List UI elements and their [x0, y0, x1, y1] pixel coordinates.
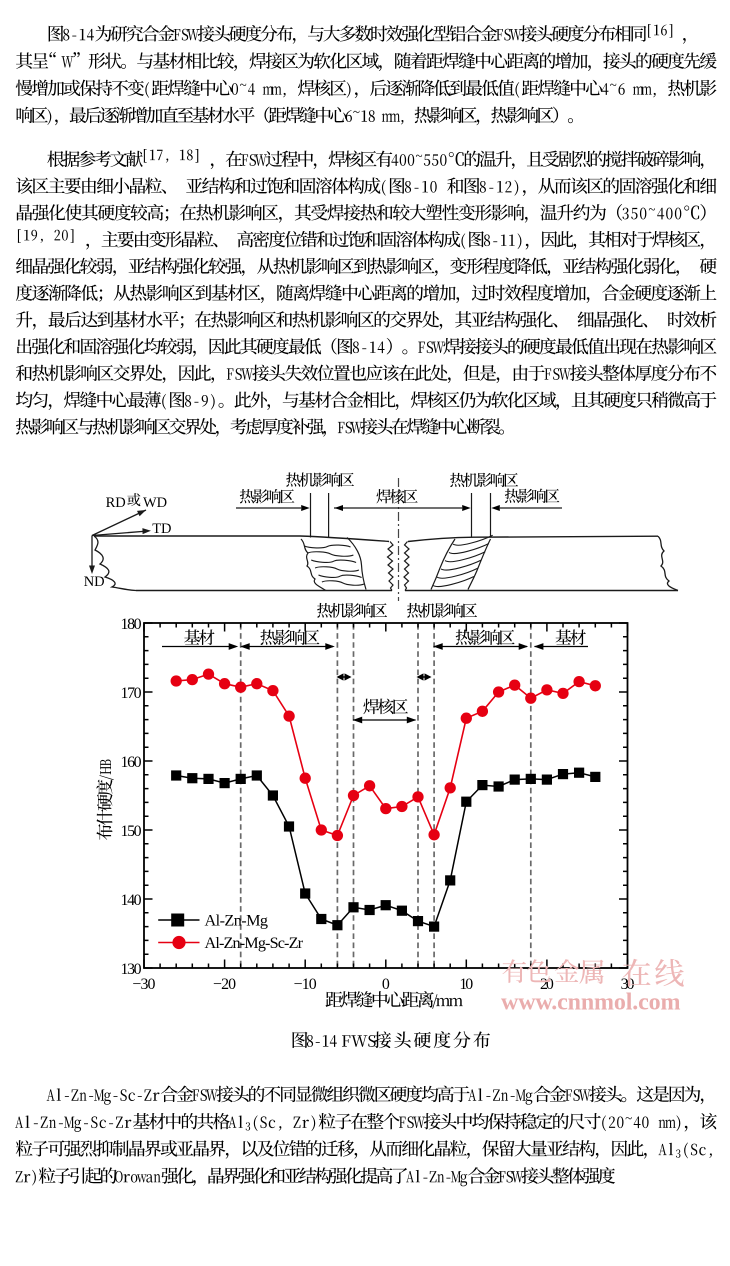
svg-text:RD: RD [106, 495, 126, 511]
svg-text:130: 130 [121, 961, 142, 978]
svg-text:TD: TD [152, 521, 171, 537]
svg-text:Al-Zn-Mg: Al-Zn-Mg [205, 912, 269, 930]
svg-text:10: 10 [459, 976, 473, 993]
svg-text:180: 180 [121, 616, 142, 633]
svg-text:30: 30 [621, 976, 635, 993]
svg-text:20: 20 [540, 976, 554, 993]
svg-text:WD: WD [143, 495, 167, 511]
svg-text:0: 0 [382, 976, 390, 993]
svg-text:www.cnnmol.com: www.cnnmol.com [501, 990, 681, 1016]
svg-text:−30: −30 [133, 976, 156, 993]
svg-text:170: 170 [121, 685, 142, 702]
svg-text:140: 140 [121, 892, 142, 909]
svg-text:Al-Zn-Mg-Sc-Zr: Al-Zn-Mg-Sc-Zr [205, 934, 304, 952]
svg-text:−10: −10 [294, 976, 317, 993]
svg-text:−20: −20 [213, 976, 236, 993]
svg-text:160: 160 [121, 754, 142, 771]
svg-text:ND: ND [84, 574, 105, 590]
svg-text:150: 150 [121, 823, 142, 840]
